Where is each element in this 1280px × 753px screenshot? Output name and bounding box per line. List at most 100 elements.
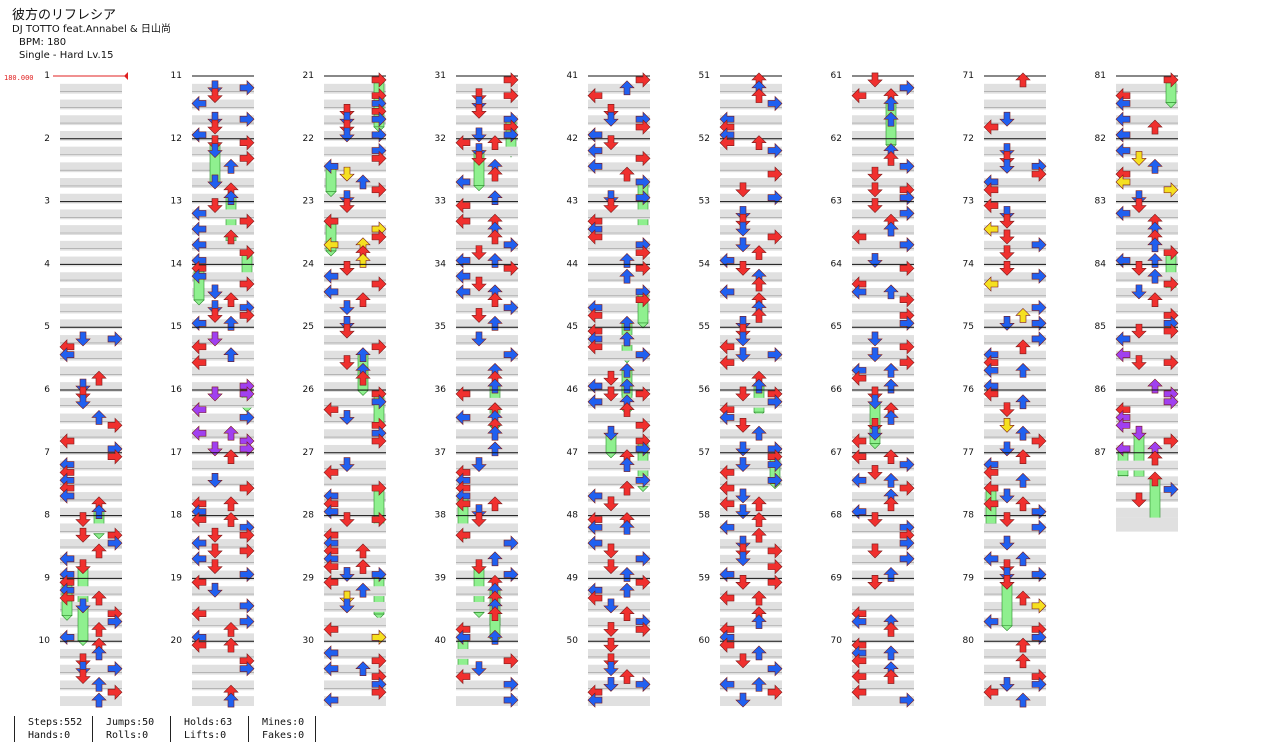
down-arrow — [75, 527, 91, 543]
hold-tail — [637, 322, 649, 329]
measure-number: 82 — [1095, 134, 1106, 144]
up-arrow — [1147, 378, 1163, 394]
down-arrow — [75, 386, 91, 402]
lane-band — [324, 601, 386, 612]
lane-band — [1116, 178, 1178, 188]
up-arrow — [487, 425, 503, 441]
lane-band — [852, 649, 914, 659]
lane-band — [588, 99, 650, 110]
measure-number: 62 — [831, 134, 842, 144]
measure-number: 70 — [831, 636, 843, 646]
right-arrow — [371, 511, 387, 528]
down-arrow — [603, 386, 619, 402]
down-arrow — [867, 543, 883, 559]
lane-band — [456, 83, 518, 94]
down-arrow — [867, 512, 883, 527]
down-arrow — [867, 166, 883, 182]
lane-band — [984, 664, 1046, 675]
lane-band — [588, 460, 650, 471]
up-arrow — [91, 410, 107, 425]
lane-band — [852, 397, 914, 408]
left-arrow — [191, 425, 207, 441]
lane-band — [192, 256, 254, 267]
up-arrow — [883, 284, 899, 300]
lane-band — [324, 335, 386, 345]
down-arrow — [207, 80, 223, 96]
up-arrow — [223, 292, 239, 308]
down-arrow — [207, 119, 223, 135]
right-arrow — [899, 480, 915, 496]
lane-band — [60, 130, 122, 141]
down-arrow — [735, 692, 751, 708]
lane-band — [1116, 319, 1178, 330]
up-arrow — [91, 622, 107, 637]
down-arrow — [999, 158, 1015, 174]
lane-band — [588, 476, 650, 487]
right-arrow — [635, 292, 651, 308]
right-arrow — [899, 292, 915, 308]
lane-band — [852, 162, 914, 173]
lane-band — [588, 507, 650, 518]
up-arrow — [355, 661, 371, 676]
up-arrow — [487, 292, 503, 308]
lane-band — [984, 601, 1046, 612]
lane-band — [1116, 272, 1178, 283]
lane-band — [60, 382, 122, 392]
right-arrow — [503, 237, 519, 253]
measure-number: 78 — [963, 511, 975, 521]
lane-band — [60, 570, 122, 581]
lane-band — [720, 335, 782, 345]
lane-band — [324, 83, 386, 94]
measure-number: 71 — [963, 71, 974, 81]
right-arrow — [899, 551, 915, 567]
lane-band — [60, 272, 122, 283]
up-arrow — [487, 190, 503, 205]
lane-band — [456, 350, 518, 361]
lane-band — [324, 162, 386, 173]
measure-number: 10 — [39, 636, 51, 646]
measure-number: 1 — [44, 71, 50, 81]
measure-number: 26 — [303, 385, 315, 395]
lane-band — [984, 554, 1046, 565]
up-arrow — [1015, 72, 1031, 88]
lane-band — [60, 256, 122, 267]
lane-band — [456, 460, 518, 471]
right-arrow — [107, 660, 123, 677]
measure-number: 16 — [171, 385, 183, 395]
lane-band — [192, 664, 254, 675]
measure-number: 46 — [567, 385, 579, 395]
right-arrow — [239, 480, 255, 496]
lane-band — [192, 193, 254, 204]
song-difficulty: Single - Hard Lv.15 — [19, 50, 114, 61]
lane-band — [984, 162, 1046, 173]
lane-band — [720, 492, 782, 502]
left-arrow — [455, 386, 471, 402]
measure-number: 77 — [963, 448, 974, 458]
down-arrow — [207, 174, 223, 190]
lane-band — [852, 130, 914, 141]
measure-number: 56 — [699, 385, 711, 395]
lane-band — [588, 570, 650, 581]
up-arrow — [751, 676, 767, 692]
down-arrow — [207, 582, 223, 598]
lane-band — [984, 492, 1046, 502]
up-arrow — [223, 692, 239, 708]
down-arrow — [735, 261, 751, 276]
stat-holds: Holds:63 — [184, 717, 233, 728]
left-arrow — [59, 488, 75, 504]
left-arrow — [455, 527, 471, 543]
lane-band — [456, 397, 518, 408]
right-arrow — [239, 244, 255, 261]
up-arrow — [751, 276, 767, 292]
lane-band — [60, 162, 122, 173]
song-title: 彼方のリフレシア — [12, 8, 117, 23]
up-arrow — [883, 645, 899, 661]
lane-band — [720, 413, 782, 424]
right-arrow — [1163, 323, 1179, 339]
lane-band — [852, 680, 914, 691]
right-arrow — [371, 276, 387, 292]
up-arrow — [223, 425, 239, 441]
up-arrow — [619, 582, 635, 598]
lane-band — [1116, 162, 1178, 173]
stat-steps: Steps:552 — [28, 717, 83, 728]
